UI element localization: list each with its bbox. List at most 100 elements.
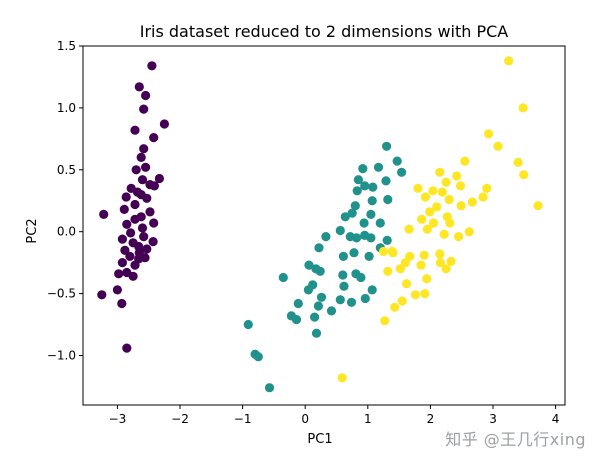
y-tick-label: 0.5: [57, 163, 76, 177]
scatter-point-s2-19: [533, 201, 543, 211]
x-tick-label: 0: [301, 412, 309, 426]
scatter-point-s2-36: [419, 250, 429, 260]
scatter-point-s1-12: [367, 196, 377, 206]
scatter-point-s0-19: [142, 193, 152, 203]
scatter-point-s1-35: [356, 272, 366, 283]
scatter-point-s1-26: [338, 251, 348, 261]
scatter-point-s2-3: [493, 141, 503, 151]
scatter-point-s2-17: [478, 192, 488, 202]
scatter-point-s1-17: [375, 218, 385, 228]
scatter-point-s1-14: [366, 209, 376, 219]
scatter-point-s1-49: [291, 315, 302, 325]
scatter-point-s2-48: [420, 289, 430, 299]
scatter-point-s1-5: [373, 162, 384, 172]
scatter-point-s0-44: [128, 271, 138, 281]
y-axis-label: PC2: [25, 218, 40, 243]
scatter-point-s2-30: [454, 232, 464, 242]
scatter-point-s1-2: [358, 164, 368, 174]
scatter-point-s2-26: [445, 218, 455, 228]
scatter-point-s2-14: [437, 187, 447, 197]
scatter-point-s0-29: [126, 228, 136, 238]
scatter-point-s2-12: [482, 183, 492, 193]
scatter-point-s1-50: [310, 312, 320, 322]
scatter-point-s0-18: [121, 192, 131, 202]
x-tick-label: 2: [427, 412, 435, 426]
scatter-point-s2-39: [400, 258, 410, 268]
scatter-point-s2-24: [417, 214, 427, 224]
scatter-point-s1-42: [335, 295, 345, 305]
y-tick-label: 1.0: [57, 101, 76, 115]
scatter-point-s2-7: [435, 167, 445, 177]
scatter-point-s1-32: [315, 266, 325, 276]
scatter-point-s2-11: [413, 183, 423, 193]
scatter-point-s0-7: [139, 144, 149, 154]
scatter-point-s0-31: [117, 234, 127, 244]
scatter-point-s0-3: [139, 104, 149, 114]
scatter-point-s0-8: [136, 152, 146, 162]
scatter-point-s0-10: [131, 165, 141, 175]
scatter-point-s2-43: [395, 264, 405, 274]
scatter-point-s2-9: [441, 177, 451, 187]
scatter-point-s2-37: [435, 249, 445, 259]
scatter-point-s2-25: [428, 218, 439, 228]
scatter-point-s2-29: [464, 227, 474, 237]
scatter-point-s2-47: [410, 290, 420, 300]
scatter-point-s0-43: [114, 269, 124, 279]
scatter-point-s2-50: [390, 302, 400, 312]
scatter-point-s2-16: [444, 194, 454, 205]
scatter-point-s1-16: [359, 218, 369, 228]
scatter-point-s2-40: [416, 260, 426, 270]
watermark: 知乎 @王几行xing: [445, 430, 586, 449]
scatter-point-s1-46: [313, 301, 323, 311]
scatter-point-s1-23: [366, 233, 376, 243]
scatter-point-s2-6: [519, 170, 529, 180]
x-tick-label: −2: [171, 412, 189, 426]
scatter-point-s2-42: [441, 264, 451, 274]
scatter-point-s1-28: [349, 248, 359, 258]
scatter-point-s2-34: [388, 248, 398, 258]
scatter-point-s2-21: [456, 201, 466, 211]
scatter-point-s2-32: [378, 246, 389, 257]
scatter-point-s1-8: [368, 182, 378, 192]
scatter-point-s2-51: [380, 316, 390, 326]
scatter-point-s2-44: [383, 266, 393, 276]
scatter-point-s1-52: [243, 319, 253, 330]
scatter-point-s1-51: [311, 328, 322, 338]
scatter-point-s1-1: [392, 156, 402, 166]
scatter-point-s0-26: [149, 218, 159, 228]
scatter-point-s2-31: [404, 224, 414, 234]
scatter-point-s0-20: [130, 199, 140, 210]
scatter-point-s0-48: [122, 343, 132, 353]
scatter-point-s1-9: [381, 176, 391, 186]
x-tick-label: −3: [109, 412, 127, 426]
scatter-point-s0-12: [137, 175, 148, 185]
scatter-point-s1-3: [397, 167, 407, 177]
scatter-point-s2-22: [425, 207, 435, 217]
scatter-point-s1-22: [352, 233, 362, 243]
scatter-point-s1-39: [339, 281, 349, 291]
scatter-point-s0-24: [99, 209, 109, 219]
scatter-point-s0-49: [134, 254, 144, 264]
scatter-point-s0-35: [142, 244, 152, 254]
scatter-point-s1-19: [321, 232, 331, 242]
scatter-point-s0-5: [159, 119, 169, 129]
scatter-point-s0-25: [130, 214, 140, 224]
scatter-point-s0-6: [149, 133, 159, 143]
scatter-point-s1-27: [314, 243, 324, 253]
scatter-point-s0-27: [122, 219, 132, 229]
scatter-point-s2-20: [432, 202, 442, 212]
scatter-point-s0-38: [125, 251, 135, 261]
scatter-point-s2-45: [422, 274, 432, 284]
scatter-point-s0-47: [117, 298, 127, 309]
scatter-point-s1-45: [293, 298, 303, 309]
scatter-point-s2-49: [397, 296, 407, 306]
scatter-point-s0-1: [134, 82, 144, 92]
y-tick-label: −0.5: [47, 287, 76, 301]
scatter-point-s1-13: [383, 194, 393, 205]
scatter-point-s0-36: [120, 245, 130, 255]
scatter-point-s1-55: [264, 383, 275, 393]
scatter-point-s2-18: [467, 197, 477, 207]
scatter-point-s0-46: [97, 290, 107, 300]
scatter-point-s2-41: [435, 258, 445, 268]
